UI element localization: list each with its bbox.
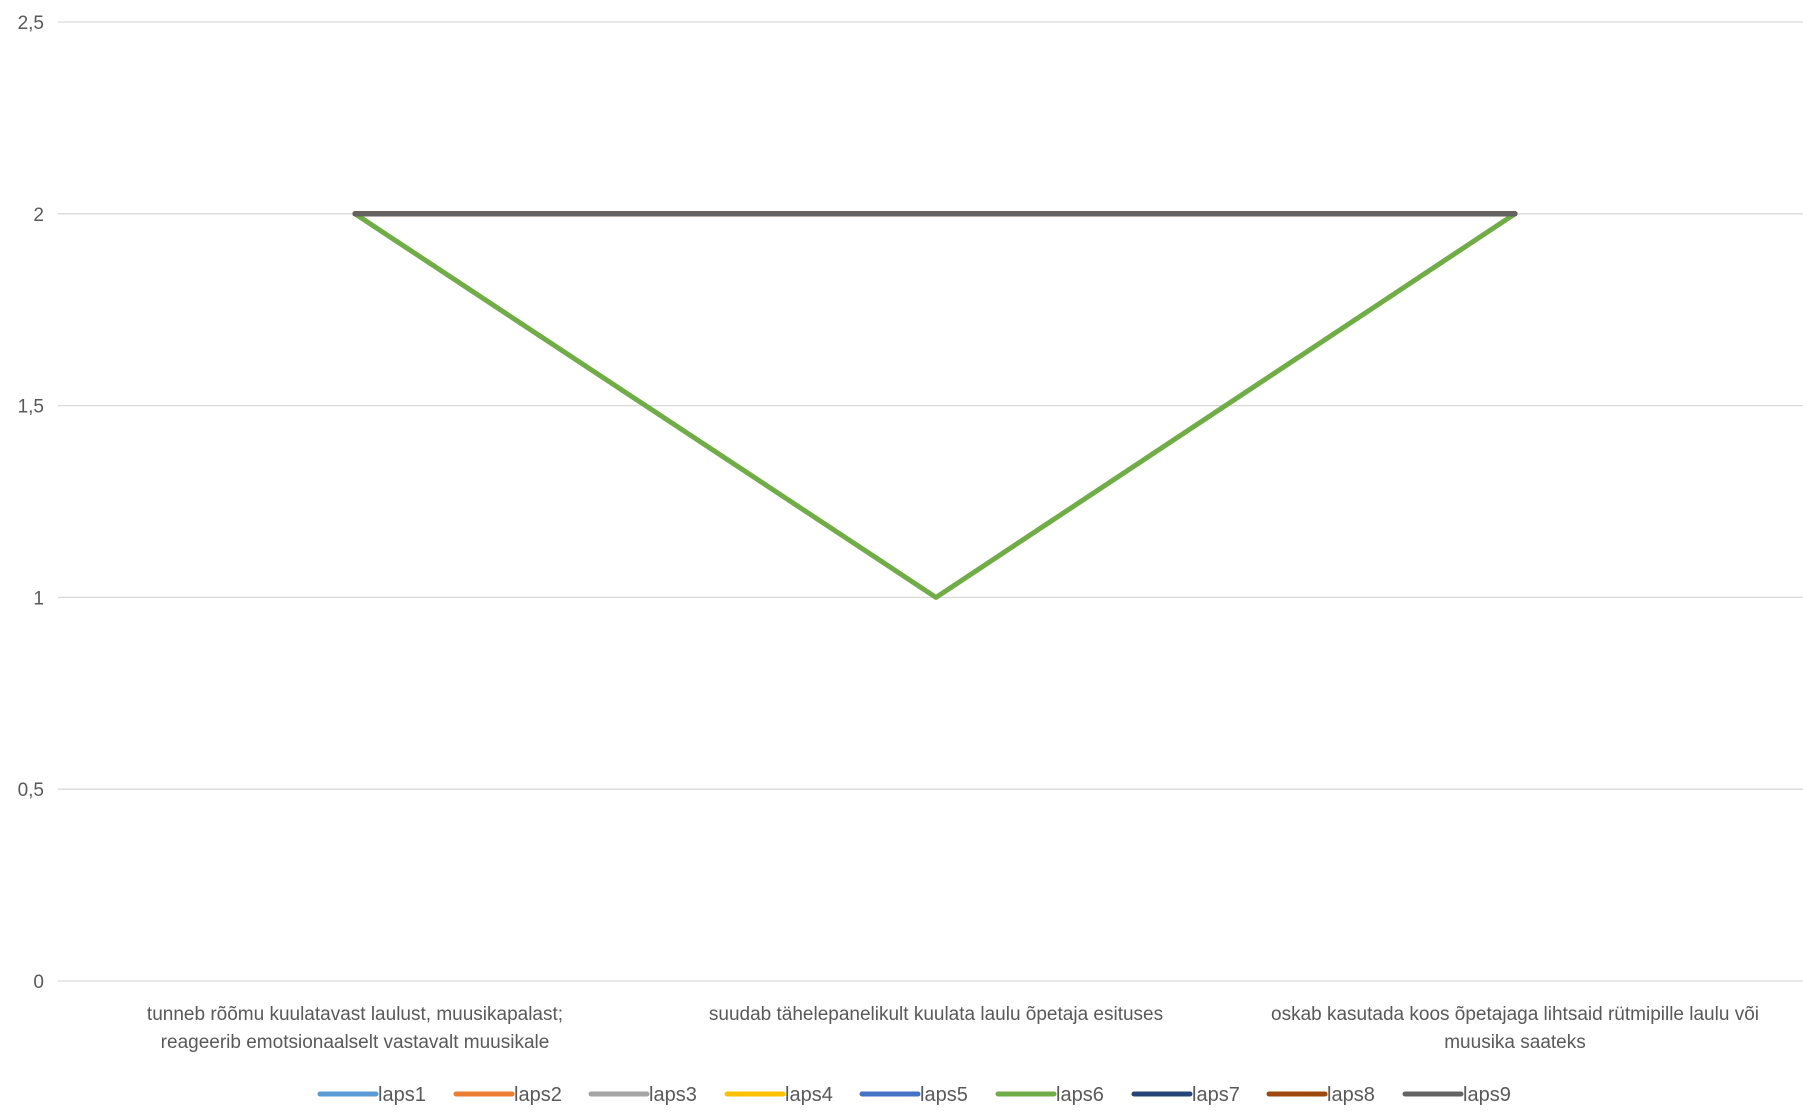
- y-tick-label: 1: [33, 588, 44, 609]
- legend-label-laps7: laps7: [1192, 1084, 1240, 1106]
- x-category-label: suudab tähelepanelikult kuulata laulu õp…: [709, 1004, 1163, 1025]
- y-tick-label: 1,5: [18, 397, 44, 418]
- x-category-label: muusika saateks: [1444, 1032, 1586, 1053]
- legend-label-laps4: laps4: [785, 1084, 833, 1106]
- y-tick-label: 2,5: [18, 13, 44, 34]
- legend-label-laps8: laps8: [1327, 1084, 1375, 1106]
- legend-label-laps6: laps6: [1056, 1084, 1104, 1106]
- legend-label-laps3: laps3: [649, 1084, 697, 1106]
- x-axis-category-labels: tunneb rõõmu kuulatavast laulust, muusik…: [147, 1004, 1759, 1053]
- gridlines: [58, 21, 1803, 982]
- x-category-label: oskab kasutada koos õpetajaga lihtsaid r…: [1271, 1004, 1759, 1025]
- legend-label-laps2: laps2: [514, 1084, 562, 1106]
- x-category-label: tunneb rõõmu kuulatavast laulust, muusik…: [147, 1004, 563, 1025]
- y-tick-label: 0,5: [18, 780, 44, 801]
- legend-label-laps5: laps5: [920, 1084, 968, 1106]
- series-lines: [352, 211, 1518, 600]
- x-category-label: reageerib emotsionaalselt vastavalt muus…: [161, 1032, 550, 1053]
- series-line-laps6: [352, 211, 1518, 600]
- legend-label-laps9: laps9: [1463, 1084, 1511, 1106]
- y-tick-label: 2: [33, 205, 44, 226]
- legend-label-laps1: laps1: [378, 1084, 426, 1106]
- legend: laps1 laps2 laps3 laps4 laps5 laps6 laps7 laps8…: [317, 1084, 1511, 1106]
- y-tick-label: 0: [33, 972, 44, 993]
- y-axis-tick-labels: 0 0,5 1 1,5 2 2,5: [18, 13, 44, 993]
